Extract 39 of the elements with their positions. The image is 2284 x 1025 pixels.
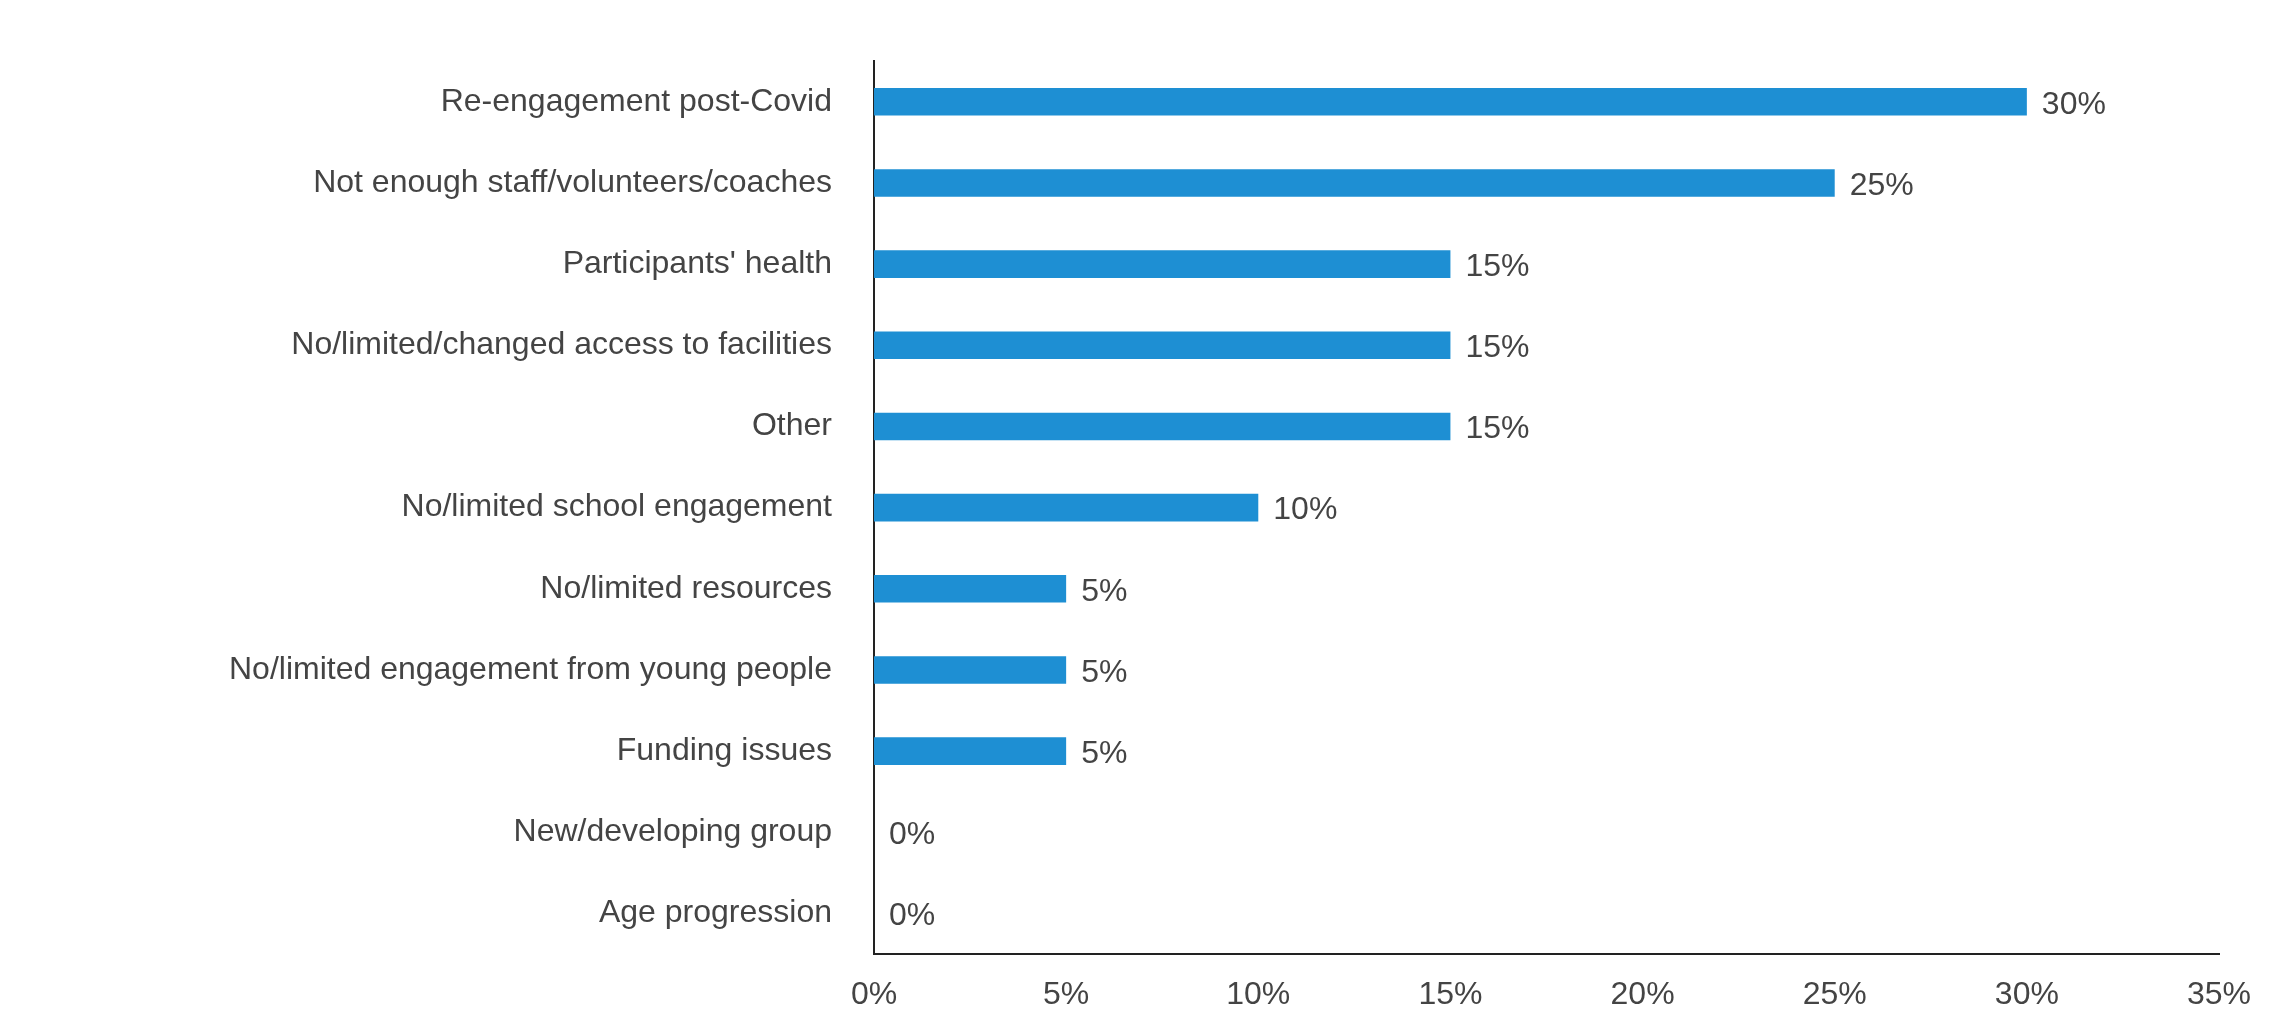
y-tick-label: Other [751, 406, 833, 443]
y-tick-label: Funding issues [616, 730, 832, 767]
y-tick-label: New/developing group [513, 812, 832, 849]
data-label: 0% [889, 896, 936, 933]
bar [874, 87, 2027, 116]
data-label: 30% [2041, 84, 2106, 121]
y-tick-label: No/limited resources [540, 568, 832, 605]
bar [874, 169, 1835, 197]
x-tick-label: 25% [1802, 975, 1867, 1012]
y-tick-label: No/limited engagement from young people [228, 649, 832, 686]
bar [874, 574, 1067, 603]
data-label: 10% [1273, 490, 1338, 527]
bar [874, 331, 1451, 360]
data-label: 15% [1465, 328, 1530, 365]
x-tick-label: 0% [850, 975, 898, 1012]
x-tick-label: 5% [1043, 975, 1090, 1012]
x-tick-label: 35% [2186, 975, 2252, 1012]
data-label: 15% [1465, 409, 1530, 446]
bar [874, 412, 1451, 441]
y-tick-label: No/limited/changed access to facilities [291, 325, 832, 362]
x-tick-label: 20% [1610, 975, 1675, 1012]
y-tick-label: Age progression [598, 893, 832, 930]
y-tick-label: Re-engagement post-Covid [440, 81, 832, 118]
x-tick-label: 10% [1226, 975, 1291, 1012]
data-label: 5% [1081, 733, 1128, 770]
y-tick-label: Not enough staff/volunteers/coaches [313, 162, 832, 199]
data-label: 5% [1081, 571, 1128, 608]
x-tick-label: 30% [1994, 975, 2059, 1012]
bar [874, 656, 1067, 684]
bar [874, 493, 1259, 522]
data-label: 0% [889, 815, 936, 852]
y-tick-label: No/limited school engagement [401, 487, 833, 524]
data-label: 25% [1849, 165, 1914, 202]
x-tick-label: 15% [1418, 975, 1483, 1012]
data-label: 5% [1081, 652, 1128, 689]
y-tick-label: Participants' health [562, 243, 832, 280]
bar [874, 737, 1067, 765]
bar [874, 250, 1451, 278]
data-label: 15% [1465, 246, 1530, 283]
